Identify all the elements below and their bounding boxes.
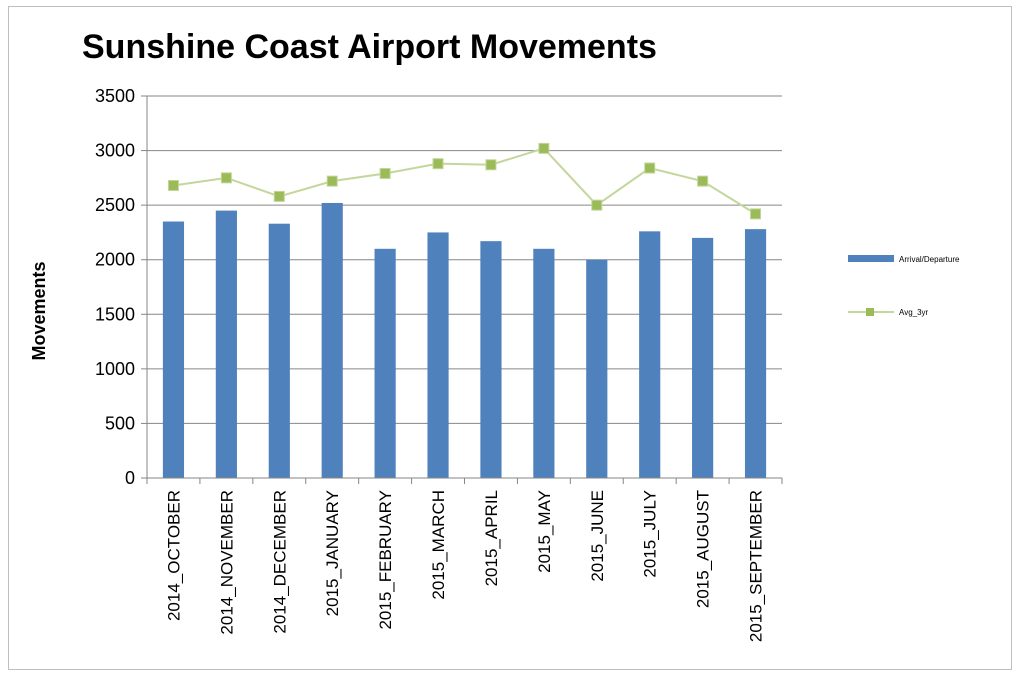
avg-marker [379, 167, 391, 179]
x-tick-label: 2015_MARCH [429, 490, 448, 600]
bar [480, 241, 502, 478]
bar [374, 248, 396, 478]
x-tick-label: 2015_JULY [641, 490, 660, 578]
legend-label-line: Avg_3yr [899, 308, 929, 317]
bar [639, 231, 661, 478]
bar [692, 237, 714, 478]
x-tick-label: 2015_SEPTEMBER [747, 490, 766, 642]
avg-marker [644, 162, 656, 174]
y-tick-label: 1000 [95, 359, 135, 379]
avg-line [173, 147, 757, 215]
y-tick-label: 0 [125, 468, 135, 488]
y-tick-label: 3000 [95, 141, 135, 161]
avg-marker [538, 142, 550, 154]
axes [146, 96, 783, 484]
legend: Arrival/Departure Avg_3yr [848, 255, 960, 317]
x-tick-label: 2015_AUGUST [694, 490, 713, 608]
x-tick-label: 2014_NOVEMBER [217, 490, 236, 635]
bar [586, 259, 608, 478]
bar [162, 221, 185, 478]
grid [141, 95, 782, 479]
bar [268, 223, 290, 478]
y-axis-label: Movements [29, 261, 49, 360]
legend-label-bar: Arrival/Departure [899, 255, 960, 264]
avg-marker [326, 175, 338, 187]
x-tick-label: 2014_DECEMBER [270, 490, 289, 634]
line-series [167, 142, 762, 220]
avg-marker [220, 172, 232, 184]
y-tick-labels: 0 500 1000 1500 2000 2500 3000 3500 [95, 86, 135, 488]
avg-marker [697, 175, 709, 187]
x-tick-label: 2015_APRIL [482, 490, 501, 586]
bar [427, 232, 449, 478]
bar [744, 229, 767, 478]
chart-title: Sunshine Coast Airport Movements [82, 28, 657, 66]
avg-marker [273, 190, 285, 202]
y-tick-label: 3500 [95, 86, 135, 106]
bar-series [162, 202, 767, 478]
legend-swatch-bar [848, 255, 894, 262]
legend-swatch-marker [866, 308, 874, 316]
x-tick-label: 2014_OCTOBER [164, 490, 183, 621]
y-tick-label: 2000 [95, 250, 135, 270]
x-tick-label: 2015_JANUARY [323, 490, 342, 616]
bar [215, 210, 237, 478]
avg-marker [750, 208, 762, 220]
bar [533, 248, 555, 478]
y-tick-label: 500 [105, 413, 135, 433]
x-tick-label: 2015_FEBRUARY [376, 490, 395, 630]
bar [321, 202, 343, 478]
avg-marker [485, 159, 497, 171]
x-tick-label: 2015_JUNE [588, 490, 607, 582]
y-tick-label: 1500 [95, 304, 135, 324]
avg-marker [432, 158, 444, 170]
avg-marker [167, 179, 179, 191]
y-tick-label: 2500 [95, 195, 135, 215]
avg-marker [591, 199, 603, 211]
x-tick-label: 2015_MAY [535, 490, 554, 573]
x-tick-labels: 2014_OCTOBER 2014_NOVEMBER 2014_DECEMBER 20… [164, 490, 765, 642]
